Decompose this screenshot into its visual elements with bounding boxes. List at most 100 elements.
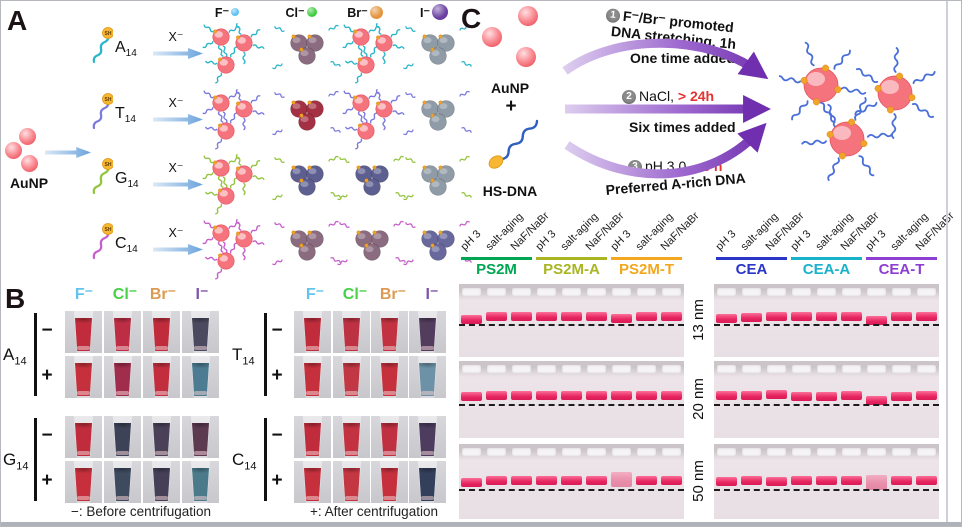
aunp-to-dna-arrow — [45, 147, 91, 158]
gel-well — [767, 448, 786, 456]
functionalized-aunp-cluster-svg — [775, 41, 936, 181]
aunp-label: AuNP — [9, 175, 49, 191]
gel-band — [716, 314, 737, 323]
cuvette-liquid — [380, 363, 399, 396]
hsdna-icon — [479, 113, 549, 179]
result-cluster-g-0-svg — [202, 154, 265, 215]
gel-reference-dashed-line — [714, 324, 939, 326]
sample-group-label: G14 — [3, 450, 33, 472]
gel-band — [611, 391, 632, 400]
cuvette-liquid-bottom — [77, 451, 90, 455]
result-cluster-g-1-svg — [272, 155, 341, 201]
step2-line1: 2 NaCl, > 24h — [622, 88, 714, 105]
gel-band — [741, 313, 762, 322]
dna-strand-icon: SH — [87, 93, 114, 133]
cuvette-liquid — [191, 318, 210, 351]
ion-label: Br⁻ — [347, 5, 368, 20]
gel-band — [486, 476, 507, 485]
gel-band — [891, 392, 912, 401]
result-cluster-a-3-svg — [403, 24, 472, 70]
group-bracket-line — [264, 313, 267, 396]
gel-group-name: CEA-A — [802, 261, 851, 278]
sequence-subscript: 14 — [125, 48, 137, 60]
cuvette-liquid-bottom — [194, 346, 207, 350]
cuvette-liquid-bottom — [383, 496, 396, 500]
centrifugation-sign: − — [41, 425, 53, 446]
result-cluster-c-2 — [337, 218, 407, 280]
cuvette-liquid — [113, 318, 132, 351]
cuvette-liquid-bottom — [116, 391, 129, 395]
gel-well — [562, 448, 581, 456]
gel-group-name: CEA-T — [878, 261, 925, 278]
gel-well — [612, 288, 631, 296]
dna-sequence-label: C14 — [115, 235, 153, 255]
gel-well — [537, 448, 556, 456]
cuvette-liquid — [191, 363, 210, 396]
result-cluster-a-0 — [197, 22, 267, 84]
cuvette-liquid — [418, 468, 437, 501]
gel-band — [916, 391, 937, 400]
result-cluster-t-3-svg — [403, 90, 472, 136]
gel-group-line — [716, 257, 787, 260]
cuvette-liquid — [380, 468, 399, 501]
figure-bottom-edge — [1, 522, 961, 526]
gel-well — [717, 288, 736, 296]
gel-band — [816, 476, 837, 485]
gel-band — [866, 396, 887, 405]
gel-band — [791, 476, 812, 485]
cuvette-liquid — [418, 363, 437, 396]
gel-well — [767, 288, 786, 296]
step2-line3: Six times added — [629, 119, 736, 135]
cuvette-photo — [371, 416, 408, 458]
cuvette-liquid-bottom — [155, 346, 168, 350]
cuvette-liquid — [74, 468, 93, 501]
gel-well — [892, 448, 911, 456]
cuvette-liquid — [152, 468, 171, 501]
sample-group-label: C14 — [232, 450, 262, 472]
gel-well — [767, 365, 786, 373]
step2-number: 2 — [622, 90, 636, 105]
gel-band — [636, 476, 657, 485]
cuvette-liquid-bottom — [383, 451, 396, 455]
cuvette-liquid-bottom — [77, 346, 90, 350]
cuvette-liquid — [342, 423, 361, 456]
gel-well — [562, 365, 581, 373]
gel-group-name: PS2M-T — [618, 261, 674, 278]
gel-band — [916, 312, 937, 321]
result-cluster-g-3 — [403, 153, 473, 215]
result-cluster-c-3-svg — [403, 220, 472, 266]
cuvette-photo — [104, 311, 141, 353]
cuvette-liquid-bottom — [155, 391, 168, 395]
gel-band — [586, 391, 607, 400]
cuvette-photo — [104, 461, 141, 503]
gel-group-name: PS2M — [476, 261, 517, 278]
gel-well — [512, 288, 531, 296]
gel-well — [742, 448, 761, 456]
gel-well — [662, 365, 681, 373]
cuvette-photo — [294, 311, 331, 353]
cuvette-photo — [182, 311, 219, 353]
gel-band — [866, 475, 887, 490]
dna-sequence-label: T14 — [115, 105, 153, 125]
centrifugation-sign: + — [271, 365, 283, 386]
dna-sequence-label: G14 — [115, 170, 153, 190]
gel-band — [661, 391, 682, 400]
lane-label: pH 3 — [458, 228, 484, 253]
particle-size-label: 13 nm — [690, 299, 707, 341]
cuvette-photo — [182, 461, 219, 503]
gel-well — [867, 365, 886, 373]
gel-band — [791, 312, 812, 321]
sequence-base: T — [115, 105, 125, 122]
dna-strand-icon-svg: SH — [92, 27, 114, 64]
process-arrows-svg — [562, 38, 771, 179]
cuvette-liquid — [380, 318, 399, 351]
gel-band — [916, 476, 937, 485]
panel-b-label: B — [5, 283, 26, 314]
gel-well — [892, 288, 911, 296]
step2-text-black: NaCl, — [639, 88, 675, 104]
cuvette-photo — [409, 461, 446, 503]
ion-header: I⁻ — [425, 286, 439, 303]
gel-well — [742, 288, 761, 296]
cuvette-liquid — [152, 363, 171, 396]
